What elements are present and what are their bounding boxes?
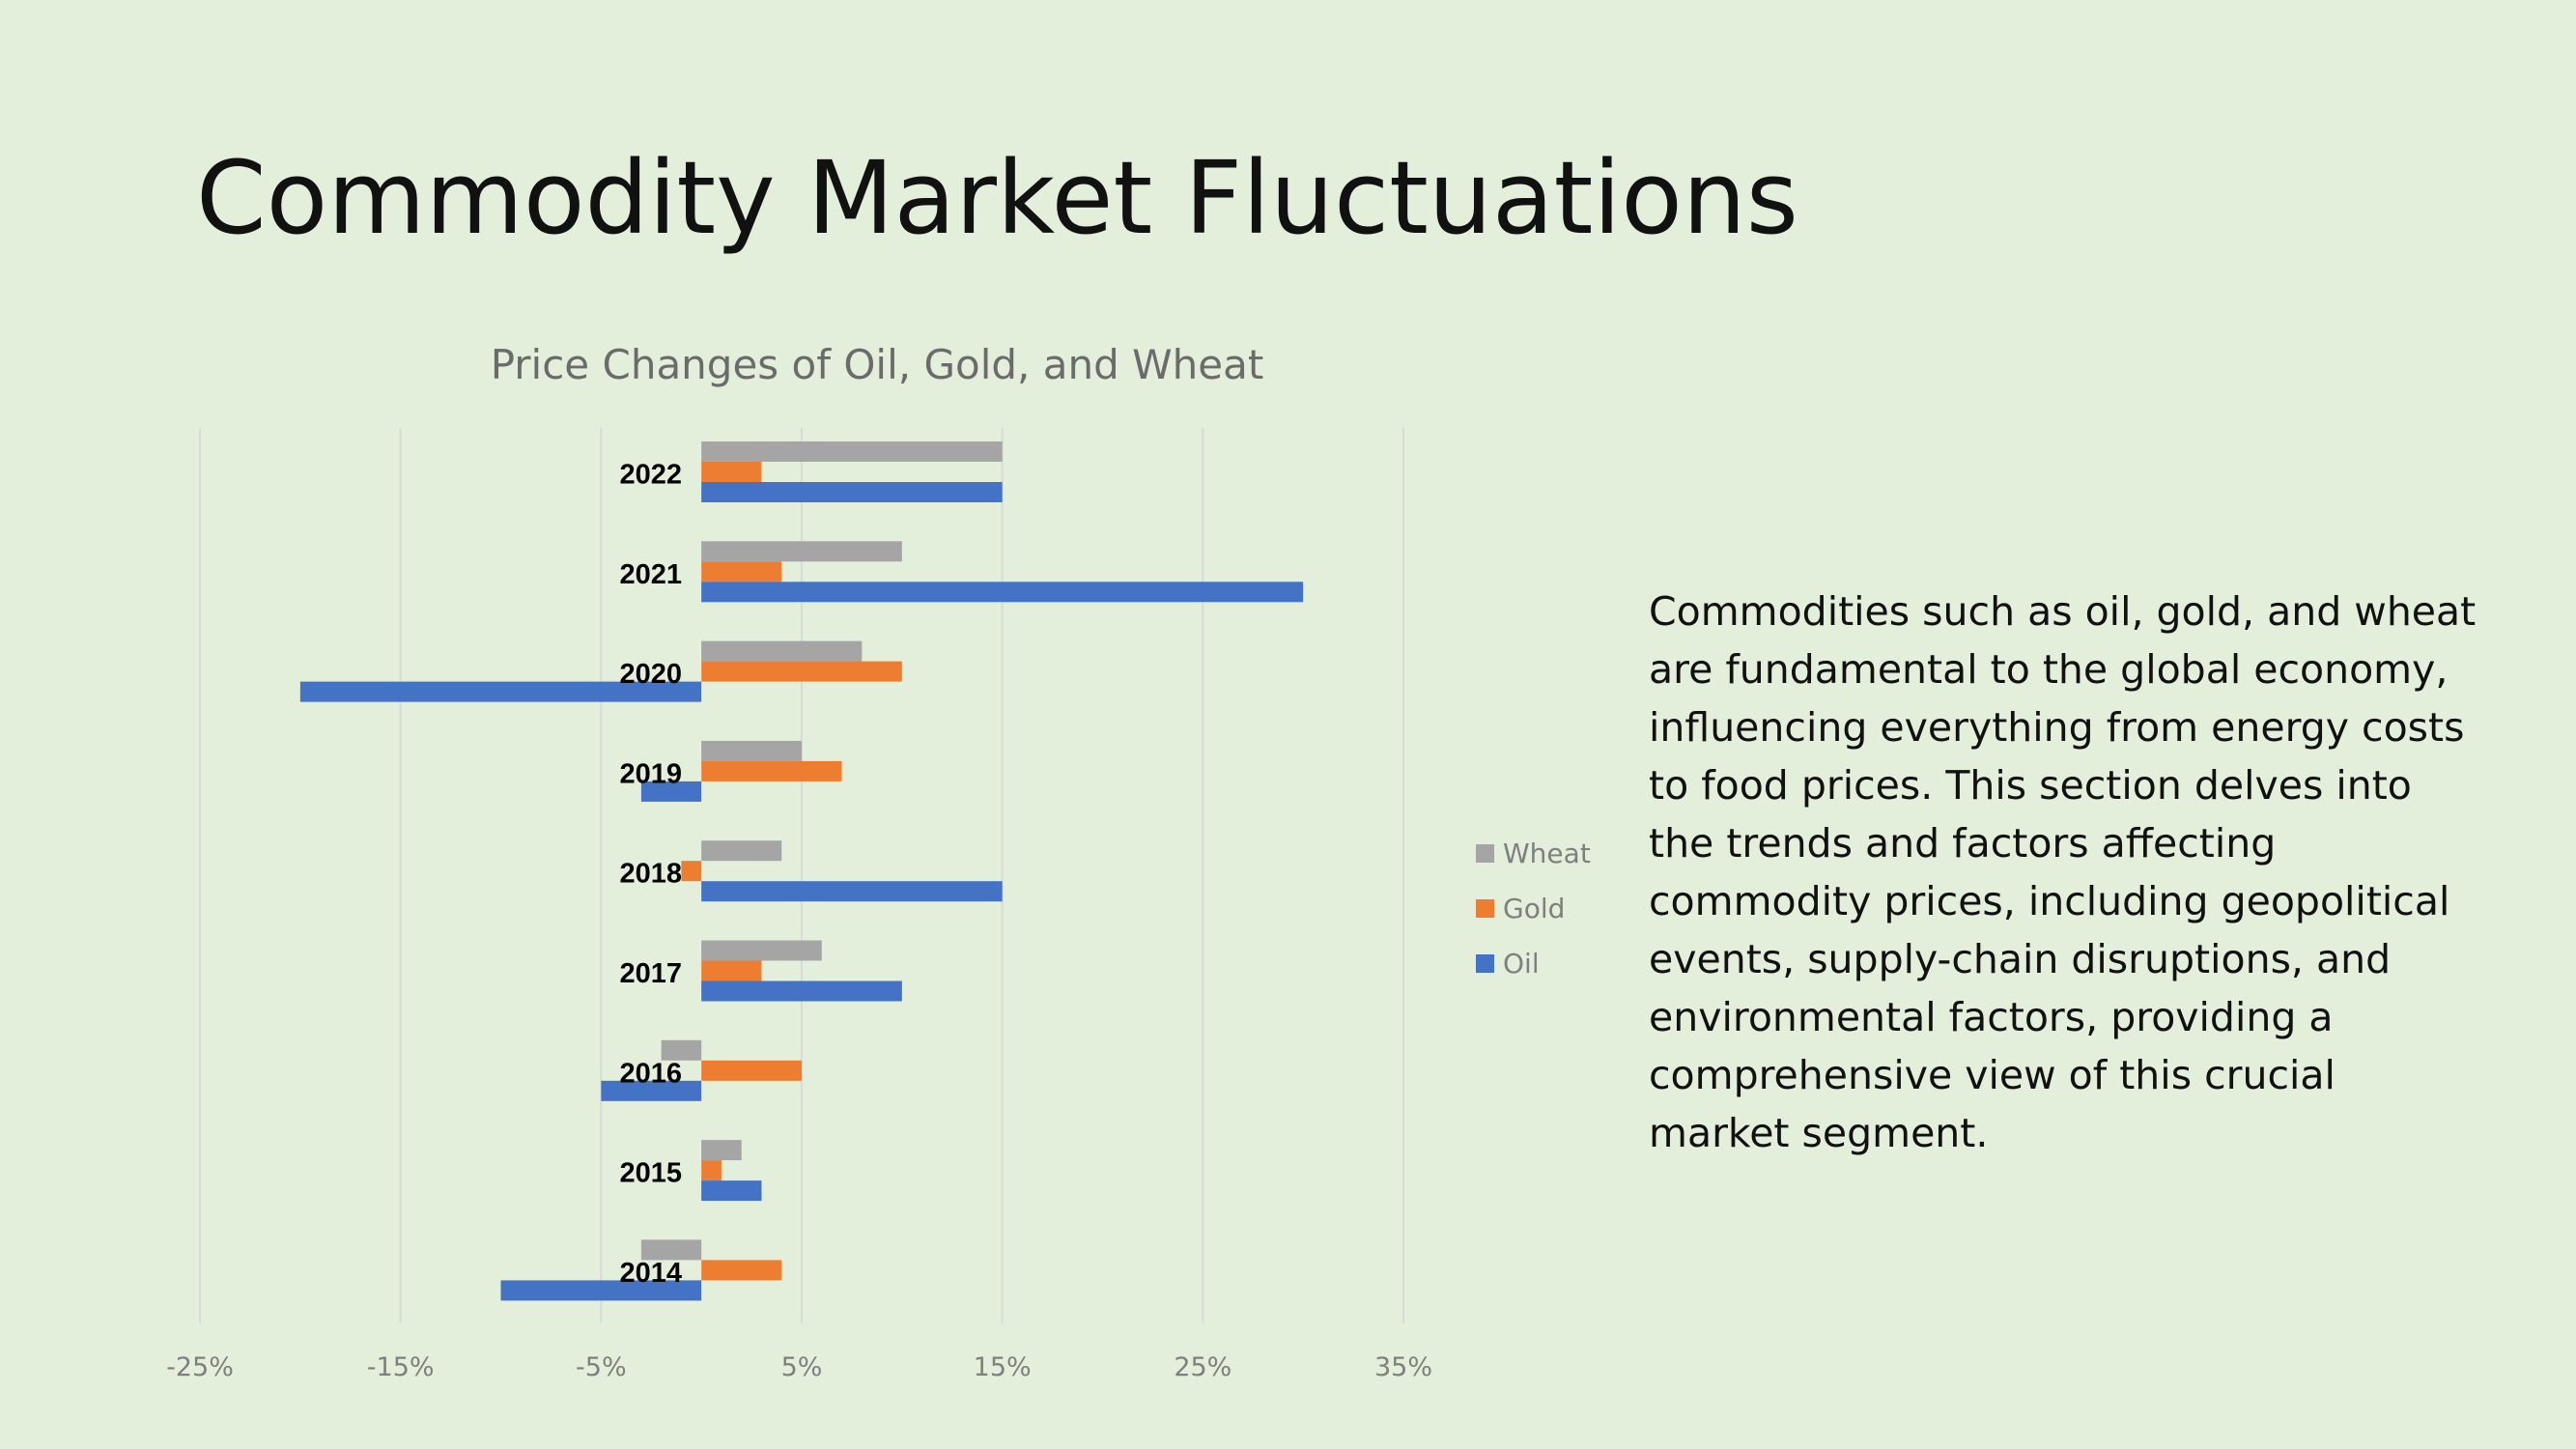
bar-chart: Price Changes of Oil, Gold, and Wheat -25…: [166, 341, 1591, 1382]
bar-oil-2022: [701, 482, 1003, 502]
category-label: 2021: [619, 559, 682, 590]
bar-oil-2021: [701, 582, 1304, 603]
category-label: 2018: [619, 859, 682, 890]
bar-oil-2019: [640, 781, 702, 802]
bar-gold-2021: [701, 561, 782, 582]
x-tick-label: 15%: [974, 1352, 1032, 1382]
legend-swatch: [1476, 899, 1494, 918]
category-label: 2015: [619, 1158, 682, 1189]
bar-gold-2020: [701, 661, 902, 682]
bar-wheat-2016: [661, 1039, 702, 1061]
bar-gold-2022: [701, 462, 762, 482]
bar-gold-2019: [701, 760, 842, 781]
legend-item-wheat: Wheat: [1476, 826, 1591, 881]
legend-item-gold: Gold: [1476, 881, 1591, 936]
bar-gold-2017: [701, 960, 762, 981]
bar-oil-2018: [701, 881, 1003, 902]
x-tick-label: 25%: [1174, 1352, 1231, 1382]
category-label: 2020: [619, 659, 682, 690]
bar-oil-2016: [601, 1080, 702, 1101]
bar-wheat-2021: [701, 541, 902, 562]
bar-oil-2020: [299, 681, 702, 702]
legend-label: Gold: [1503, 893, 1566, 924]
bar-wheat-2022: [701, 441, 1003, 462]
legend-label: Wheat: [1503, 838, 1591, 869]
bar-gold-2014: [701, 1260, 782, 1281]
slide-title: Commodity Market Fluctuations: [196, 139, 1798, 257]
legend-swatch: [1476, 954, 1494, 973]
x-tick-label: -5%: [576, 1352, 627, 1382]
x-tick-label: -25%: [166, 1352, 234, 1382]
bar-oil-2014: [500, 1280, 702, 1301]
bar-wheat-2014: [640, 1239, 702, 1261]
bar-oil-2015: [701, 1180, 762, 1202]
legend-swatch: [1476, 844, 1494, 863]
bar-wheat-2017: [701, 940, 822, 961]
category-label: 2016: [619, 1058, 682, 1089]
body-paragraph: Commodities such as oil, gold, and wheat…: [1649, 588, 2477, 1156]
bar-oil-2017: [701, 980, 902, 1002]
legend-label: Oil: [1503, 948, 1540, 980]
legend-item-oil: Oil: [1476, 936, 1591, 991]
category-label: 2017: [619, 958, 682, 989]
bar-gold-2015: [701, 1160, 722, 1181]
bar-wheat-2020: [701, 640, 863, 662]
category-label: 2019: [619, 758, 682, 789]
bar-wheat-2018: [701, 840, 782, 862]
bar-gold-2016: [701, 1060, 802, 1081]
category-label: 2022: [619, 460, 682, 491]
x-tick-label: 5%: [781, 1352, 823, 1382]
category-label: 2014: [619, 1258, 682, 1289]
bar-wheat-2019: [701, 740, 802, 761]
bar-gold-2018: [681, 861, 702, 882]
chart-title: Price Changes of Oil, Gold, and Wheat: [491, 341, 1264, 388]
x-tick-label: 35%: [1374, 1352, 1432, 1382]
chart-legend: Wheat Gold Oil: [1476, 826, 1591, 991]
bar-wheat-2015: [701, 1140, 742, 1161]
x-tick-label: -15%: [367, 1352, 435, 1382]
chart-canvas: Price Changes of Oil, Gold, and Wheat -25…: [166, 341, 1432, 1382]
